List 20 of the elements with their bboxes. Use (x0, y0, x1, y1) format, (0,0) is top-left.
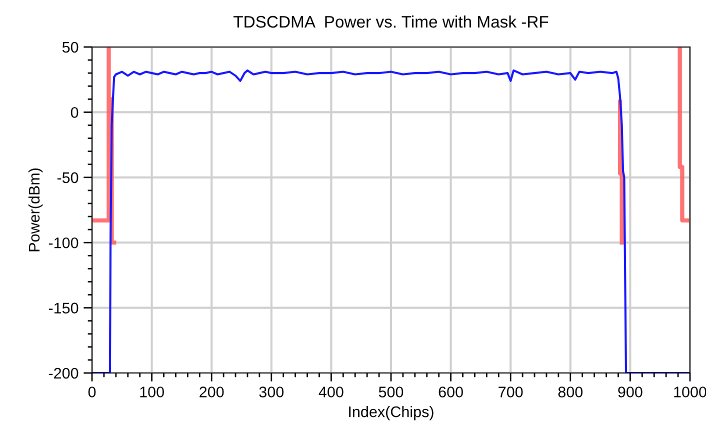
x-tick-label: 800 (558, 386, 583, 398)
x-tick-label: 0 (88, 386, 96, 398)
x-tick-label: 100 (140, 386, 164, 398)
x-tick-label: 400 (318, 386, 344, 398)
y-tick-label: -200 (48, 368, 78, 379)
x-tick-label: 900 (618, 386, 642, 398)
x-tick-label: 500 (378, 386, 404, 398)
y-tick-label: -150 (48, 302, 78, 314)
x-tick-label: 1000 (674, 386, 706, 398)
x-tick-label: 700 (498, 386, 523, 398)
x-tick-label: 300 (259, 386, 284, 398)
y-tick-label: -50 (57, 172, 78, 184)
x-axis-title: Index(Chips) (349, 406, 434, 420)
y-tick-label: 0 (70, 107, 78, 118)
x-tick-label: 600 (438, 386, 463, 398)
y-tick-label: 50 (62, 42, 78, 53)
y-axis-title: Power(dBm) (28, 168, 43, 252)
chart-title: TDSCDMA Power vs. Time with Mask -RF (233, 15, 548, 28)
x-tick-label: 200 (200, 386, 224, 398)
y-tick-label: -100 (48, 237, 78, 248)
